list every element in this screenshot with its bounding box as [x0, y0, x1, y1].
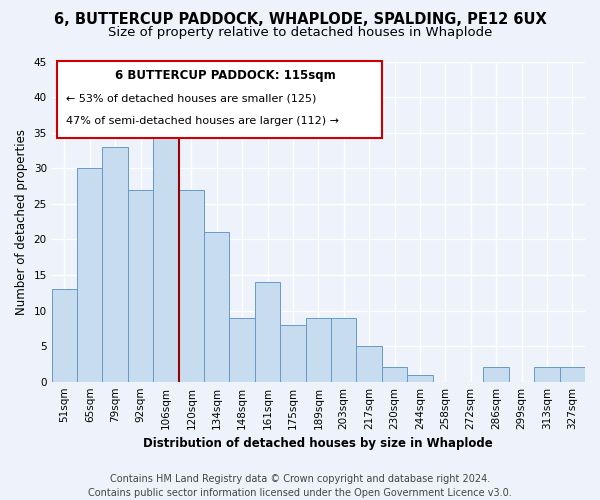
Bar — [560, 368, 585, 382]
Bar — [356, 346, 382, 382]
Bar — [534, 368, 560, 382]
Y-axis label: Number of detached properties: Number of detached properties — [15, 128, 28, 314]
Bar — [382, 368, 407, 382]
Text: 47% of semi-detached houses are larger (112) →: 47% of semi-detached houses are larger (… — [66, 116, 339, 126]
Bar — [255, 282, 280, 382]
Bar — [484, 368, 509, 382]
Text: 6 BUTTERCUP PADDOCK: 115sqm: 6 BUTTERCUP PADDOCK: 115sqm — [115, 69, 336, 82]
Bar — [52, 289, 77, 382]
Bar — [103, 147, 128, 382]
Bar — [204, 232, 229, 382]
Bar — [280, 325, 305, 382]
Bar — [407, 374, 433, 382]
Text: ← 53% of detached houses are smaller (125): ← 53% of detached houses are smaller (12… — [66, 94, 316, 104]
Text: Contains HM Land Registry data © Crown copyright and database right 2024.
Contai: Contains HM Land Registry data © Crown c… — [88, 474, 512, 498]
Bar — [305, 318, 331, 382]
Text: Size of property relative to detached houses in Whaplode: Size of property relative to detached ho… — [108, 26, 492, 39]
Bar — [153, 132, 179, 382]
Bar — [331, 318, 356, 382]
X-axis label: Distribution of detached houses by size in Whaplode: Distribution of detached houses by size … — [143, 437, 493, 450]
Text: 6, BUTTERCUP PADDOCK, WHAPLODE, SPALDING, PE12 6UX: 6, BUTTERCUP PADDOCK, WHAPLODE, SPALDING… — [53, 12, 547, 28]
Bar — [77, 168, 103, 382]
Bar — [128, 190, 153, 382]
Bar — [179, 190, 204, 382]
Bar — [229, 318, 255, 382]
